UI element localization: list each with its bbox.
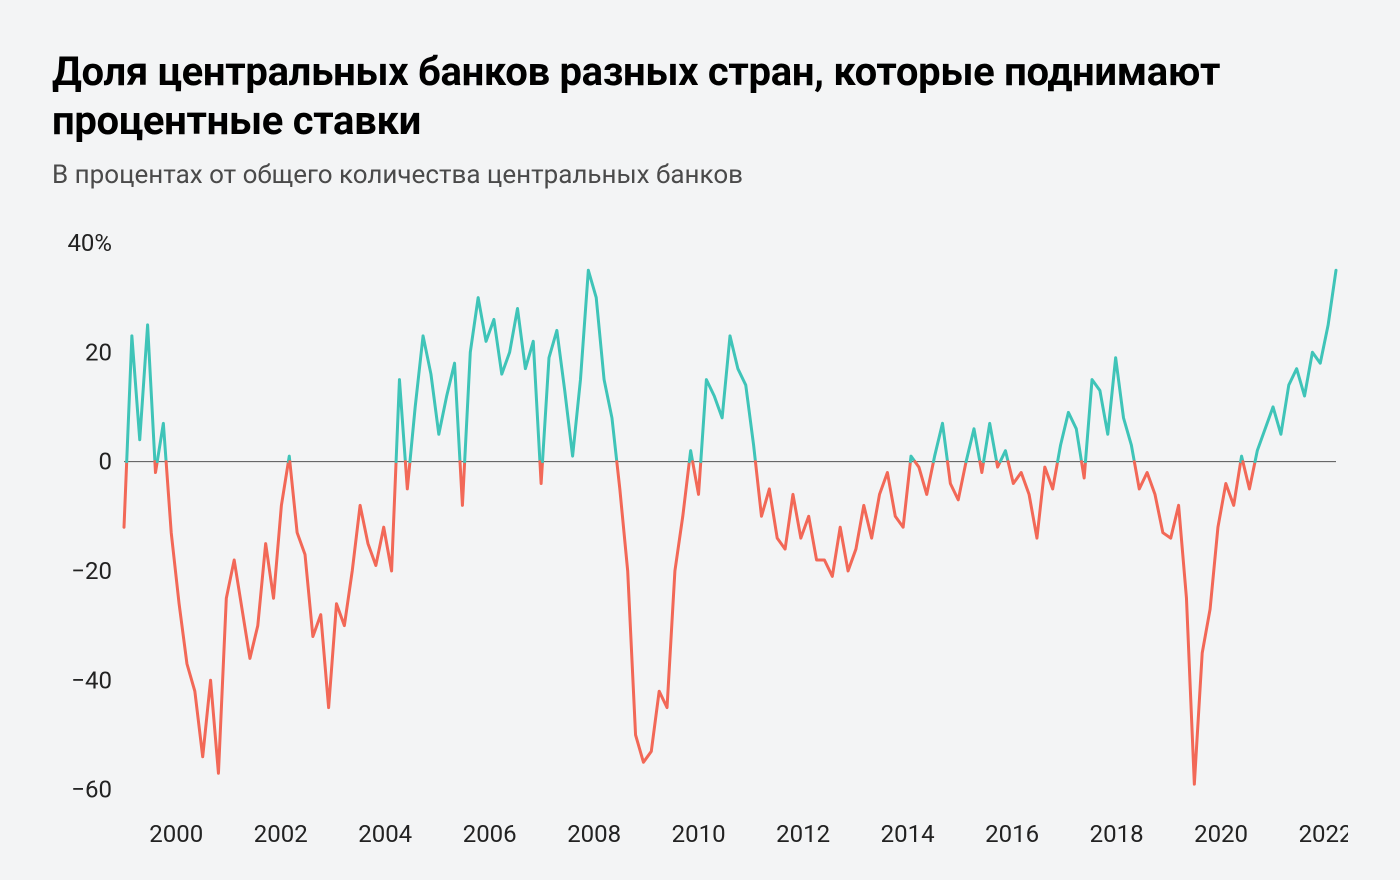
svg-text:2016: 2016 xyxy=(985,820,1039,848)
chart-title: Доля центральных банков разных стран, ко… xyxy=(52,48,1348,146)
svg-text:20: 20 xyxy=(85,338,112,366)
svg-text:2000: 2000 xyxy=(149,820,203,848)
svg-text:2018: 2018 xyxy=(1090,820,1144,848)
chart-subtitle: В процентах от общего количества централ… xyxy=(52,160,1348,190)
chart-card: Доля центральных банков разных стран, ко… xyxy=(0,0,1400,880)
svg-text:2012: 2012 xyxy=(776,820,830,848)
svg-text:40%: 40% xyxy=(67,229,112,257)
line-chart-svg: 40% 20 0 −20 −40 −60 2000 2002 2004 2006 2008 2010 2… xyxy=(52,214,1348,854)
svg-text:2008: 2008 xyxy=(567,820,621,848)
svg-text:2022: 2022 xyxy=(1299,820,1348,848)
svg-text:0: 0 xyxy=(99,447,113,475)
svg-text:2020: 2020 xyxy=(1194,820,1248,848)
svg-text:2010: 2010 xyxy=(672,820,726,848)
chart-plot-area: 40% 20 0 −20 −40 −60 2000 2002 2004 2006 2008 2010 2… xyxy=(52,214,1348,854)
svg-text:2014: 2014 xyxy=(881,820,935,848)
svg-text:−20: −20 xyxy=(71,557,112,585)
svg-text:2002: 2002 xyxy=(254,820,308,848)
svg-text:2004: 2004 xyxy=(358,820,412,848)
svg-text:−60: −60 xyxy=(71,775,112,803)
svg-text:2006: 2006 xyxy=(463,820,517,848)
svg-text:−40: −40 xyxy=(71,666,112,694)
